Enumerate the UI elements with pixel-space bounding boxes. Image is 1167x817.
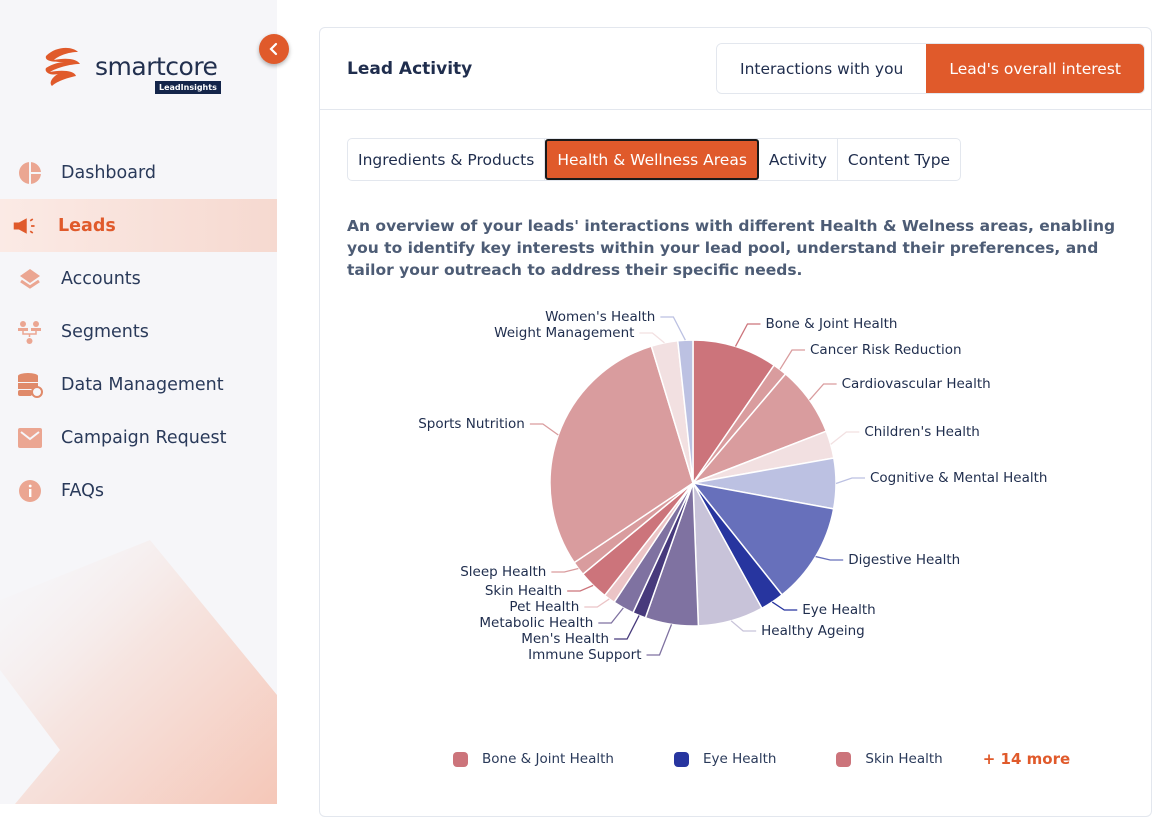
pie-label: Children's Health bbox=[864, 424, 980, 440]
pie-label: Weight Management bbox=[494, 325, 634, 341]
pie-chart: Bone & Joint Health Cancer Risk Reduction… bbox=[418, 309, 1047, 663]
pie-label-line bbox=[646, 624, 673, 656]
pie-label-line bbox=[835, 477, 865, 485]
megaphone-icon bbox=[12, 213, 38, 239]
chart-legend: Bone & Joint Health Eye Health Skin Heal… bbox=[453, 750, 1070, 768]
sidebar-item-label: Leads bbox=[58, 215, 116, 236]
sidebar-item-label: Campaign Request bbox=[61, 427, 227, 448]
sidebar-item-segments[interactable]: Segments bbox=[0, 305, 277, 358]
info-icon bbox=[17, 478, 43, 504]
tab-activity[interactable]: Activity bbox=[759, 139, 838, 180]
pie-label: Sleep Health bbox=[460, 564, 546, 580]
pie-label-line bbox=[734, 323, 761, 347]
legend-swatch bbox=[453, 751, 468, 767]
pie-label: Immune Support bbox=[528, 647, 641, 663]
pie-label: Bone & Joint Health bbox=[765, 316, 897, 332]
sidebar-item-label: Segments bbox=[61, 321, 149, 342]
sidebar-item-label: Accounts bbox=[61, 268, 141, 289]
legend-swatch bbox=[836, 751, 852, 767]
card-title: Lead Activity bbox=[347, 59, 473, 79]
sidebar: smartcore LeadInsights Dashboard Leads A… bbox=[0, 0, 277, 804]
pie-label: Healthy Ageing bbox=[761, 623, 865, 639]
card-header: Lead Activity Interactions with you Lead… bbox=[320, 28, 1151, 110]
pie-label: Cognitive & Mental Health bbox=[870, 470, 1047, 486]
pie-label: Women's Health bbox=[545, 309, 655, 325]
legend-label: Eye Health bbox=[702, 751, 777, 767]
pie-label: Cancer Risk Reduction bbox=[810, 342, 962, 358]
lead-activity-card: Lead Activity Interactions with you Lead… bbox=[319, 27, 1152, 817]
database-icon bbox=[17, 372, 43, 398]
legend-swatch bbox=[673, 751, 689, 767]
pie-label-line bbox=[598, 607, 624, 624]
sidebar-nav: Dashboard Leads Accounts Segments Data M… bbox=[0, 146, 277, 517]
brand-logo: smartcore LeadInsights bbox=[38, 42, 228, 102]
pie-label-line bbox=[584, 598, 610, 608]
view-toggle: Interactions with you Lead's overall int… bbox=[716, 43, 1145, 94]
sidebar-item-label: FAQs bbox=[61, 480, 105, 501]
sidebar-item-faqs[interactable]: FAQs bbox=[0, 464, 277, 517]
legend-item[interactable]: Eye Health bbox=[673, 751, 777, 767]
users-icon bbox=[17, 319, 43, 345]
toggle-interactions-with-you[interactable]: Interactions with you bbox=[717, 44, 927, 93]
pie-label-line bbox=[639, 332, 665, 344]
toggle-overall-interest[interactable]: Lead's overall interest bbox=[926, 44, 1144, 93]
pie-label-line bbox=[830, 431, 860, 445]
category-tabs: Ingredients & Products Health & Wellness… bbox=[347, 138, 962, 181]
pie-chart-icon bbox=[17, 160, 43, 186]
tab-ingredients-products[interactable]: Ingredients & Products bbox=[348, 139, 546, 180]
tab-health-wellness[interactable]: Health & Wellness Areas bbox=[545, 139, 759, 180]
pie-label-line bbox=[779, 349, 806, 370]
chevron-left-icon bbox=[269, 42, 278, 56]
pie-slice[interactable] bbox=[692, 339, 776, 486]
smartcore-logo-icon bbox=[45, 47, 80, 86]
sidebar-item-data-management[interactable]: Data Management bbox=[0, 358, 277, 411]
brand-badge: LeadInsights bbox=[155, 81, 221, 94]
pie-label: Eye Health bbox=[802, 602, 875, 618]
pie-label: Metabolic Health bbox=[479, 615, 593, 631]
pie-label-line bbox=[614, 615, 640, 640]
sidebar-decoration bbox=[0, 540, 277, 804]
pie-label: Pet Health bbox=[509, 599, 579, 615]
legend-label: Skin Health bbox=[865, 751, 943, 767]
legend-label: Bone & Joint Health bbox=[482, 751, 614, 767]
collapse-sidebar-button[interactable] bbox=[259, 34, 289, 64]
pie-label-line bbox=[529, 423, 559, 436]
sidebar-item-leads[interactable]: Leads bbox=[0, 199, 277, 252]
mail-icon bbox=[17, 425, 43, 451]
pie-label: Digestive Health bbox=[848, 552, 960, 568]
legend-more-link[interactable]: + 14 more bbox=[982, 750, 1071, 768]
pie-label: Skin Health bbox=[485, 583, 562, 599]
pie-label-line bbox=[567, 584, 594, 592]
pie-label-line bbox=[808, 383, 837, 401]
pie-label-line bbox=[771, 601, 798, 611]
sidebar-item-accounts[interactable]: Accounts bbox=[0, 252, 277, 305]
brand-name: smartcore bbox=[95, 52, 218, 81]
pie-label: Cardiovascular Health bbox=[842, 376, 991, 392]
sidebar-item-label: Data Management bbox=[61, 374, 224, 395]
pie-label-line bbox=[660, 316, 686, 341]
sidebar-item-label: Dashboard bbox=[61, 162, 156, 183]
tab-content-type[interactable]: Content Type bbox=[847, 150, 951, 169]
pie-slice[interactable] bbox=[691, 481, 835, 596]
legend-item[interactable]: Skin Health bbox=[836, 751, 943, 767]
pie-label-line bbox=[551, 567, 579, 573]
pie-slice[interactable] bbox=[549, 345, 694, 564]
legend-item[interactable]: Bone & Joint Health bbox=[453, 751, 614, 767]
chart-description: An overview of your leads' interactions … bbox=[347, 217, 1116, 279]
pie-label-line bbox=[730, 620, 757, 632]
pie-label-line bbox=[815, 555, 844, 561]
pie-label: Sports Nutrition bbox=[418, 416, 525, 432]
pie-label: Men's Health bbox=[521, 631, 609, 647]
sidebar-item-dashboard[interactable]: Dashboard bbox=[0, 146, 277, 199]
layers-icon bbox=[17, 266, 43, 292]
sidebar-item-campaign-request[interactable]: Campaign Request bbox=[0, 411, 277, 464]
pie-slice[interactable] bbox=[676, 339, 694, 484]
